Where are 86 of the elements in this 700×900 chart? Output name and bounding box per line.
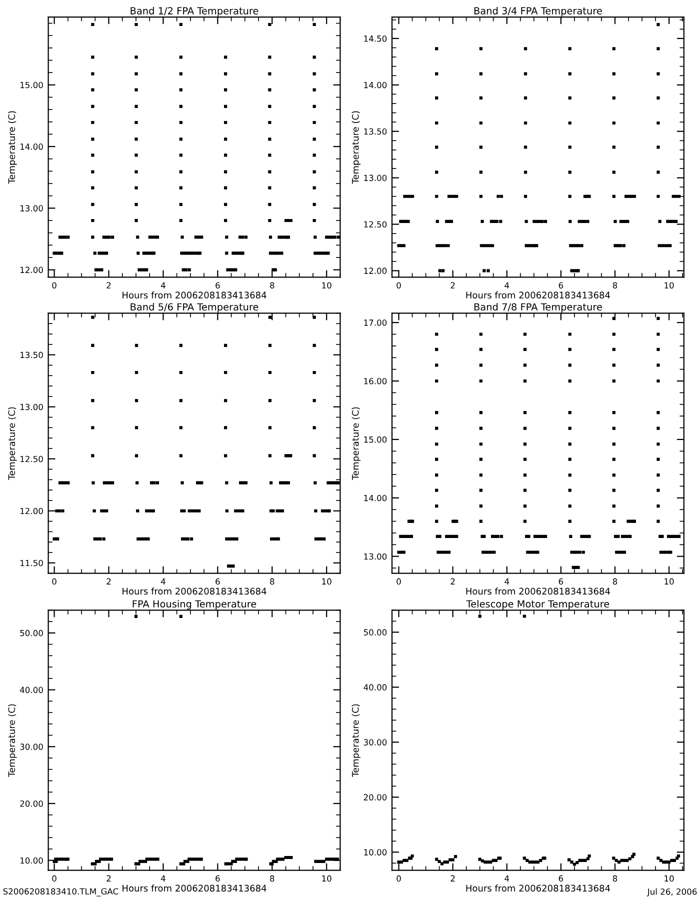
x-tick-label: 2 <box>106 578 111 584</box>
text: Jul 26, 2006 <box>646 888 697 896</box>
x-axis-title: Hours from 2006208183413684 <box>466 884 610 892</box>
chart-title: FPA Housing Temperature <box>132 600 256 610</box>
x-axis-title: Hours from 2006208183413684 <box>466 588 610 595</box>
chart-title: Band 3/4 FPA Temperature <box>474 6 602 16</box>
x-axis-title: Hours from 2006208183413684 <box>466 292 610 299</box>
y-tick-label: 13.00 <box>20 404 43 410</box>
x-tick-label: 4 <box>504 875 510 882</box>
y-tick-label: 14.00 <box>364 494 387 502</box>
y-tick-label: 12.00 <box>20 266 43 274</box>
x-axis-title: Hours from 2006208183413684 <box>122 588 266 595</box>
x-tick-label: 4 <box>160 578 166 584</box>
y-tick-label: 16.00 <box>364 378 387 384</box>
x-tick-label: 4 <box>160 875 166 882</box>
y-tick-label: 50.00 <box>364 629 387 636</box>
x-tick-label: 4 <box>160 282 166 288</box>
x-tick-label: 10 <box>322 578 332 585</box>
x-tick-label: 10 <box>322 282 332 289</box>
x-tick-label: 0 <box>396 282 401 289</box>
x-tick-label: 0 <box>52 875 56 882</box>
x-tick-label: 4 <box>504 578 510 584</box>
y-tick-label: 40.00 <box>20 686 43 694</box>
y-tick-label: 12.00 <box>20 508 43 514</box>
y-tick-label: 13.00 <box>364 174 387 182</box>
x-tick-label: 10 <box>664 875 674 882</box>
x-tick-label: 8 <box>270 578 274 585</box>
y-tick-label: 30.00 <box>364 739 387 746</box>
y-tick-label: 20.00 <box>364 794 387 800</box>
x-axis-title: Hours from 2006208183413684 <box>122 884 266 892</box>
x-tick-label: 10 <box>664 578 674 585</box>
x-tick-label: 10 <box>664 282 674 289</box>
y-axis-title: Temperature (C) <box>8 704 17 777</box>
x-tick-label: 0 <box>52 578 56 585</box>
chart-title: Band 5/6 FPA Temperature <box>130 303 258 312</box>
x-tick-label: 6 <box>216 875 220 882</box>
y-tick-label: 40.00 <box>364 684 387 690</box>
chart-title: Band 7/8 FPA Temperature <box>474 303 602 312</box>
y-tick-label: 10.00 <box>20 857 43 864</box>
y-tick-label: 30.00 <box>20 744 43 750</box>
y-axis-title: Temperature (C) <box>352 407 361 480</box>
x-tick-label: 8 <box>612 875 618 882</box>
x-tick-label: 6 <box>558 578 564 585</box>
chart-title: Telescope Motor Temperature <box>466 600 610 610</box>
x-tick-label: 0 <box>396 875 401 882</box>
chart-title: Band 1/2 FPA Temperature <box>130 6 258 16</box>
y-tick-label: 10.00 <box>364 849 387 856</box>
x-tick-label: 2 <box>106 282 111 288</box>
x-tick-label: 0 <box>52 282 56 289</box>
y-tick-label: 13.00 <box>20 205 43 212</box>
x-tick-label: 2 <box>450 875 455 882</box>
y-tick-label: 20.00 <box>20 800 43 807</box>
x-tick-label: 8 <box>270 875 274 882</box>
y-tick-label: 14.00 <box>20 144 43 150</box>
x-tick-label: 8 <box>612 578 618 585</box>
x-tick-label: 6 <box>216 578 220 585</box>
y-tick-label: 15.00 <box>364 436 387 443</box>
y-tick-label: 12.00 <box>364 268 387 274</box>
y-tick-label: 11.50 <box>20 560 43 566</box>
x-tick-label: 2 <box>450 282 455 288</box>
y-tick-label: 13.50 <box>364 128 387 135</box>
x-tick-label: 4 <box>504 282 510 288</box>
y-tick-label: 12.50 <box>364 221 387 228</box>
y-tick-label: 13.00 <box>364 553 387 560</box>
y-tick-label: 14.50 <box>364 35 387 42</box>
y-tick-label: 50.00 <box>20 630 43 636</box>
x-tick-label: 10 <box>322 875 332 882</box>
x-tick-label: 6 <box>558 282 564 289</box>
y-axis-title: Temperature (C) <box>8 407 17 480</box>
x-tick-label: 6 <box>558 875 564 882</box>
y-axis-title: Temperature (C) <box>352 111 361 184</box>
y-tick-label: 14.00 <box>364 82 387 88</box>
x-tick-label: 6 <box>216 282 220 289</box>
text: S2006208183410.TLM_GAC <box>3 888 118 896</box>
y-axis-title: Temperature (C) <box>352 704 361 777</box>
y-tick-label: 15.00 <box>20 82 43 88</box>
y-tick-label: 13.50 <box>20 352 43 358</box>
x-tick-label: 8 <box>270 282 274 289</box>
y-tick-label: 17.00 <box>364 320 387 326</box>
x-tick-label: 2 <box>450 578 455 584</box>
x-tick-label: 8 <box>612 282 618 289</box>
x-tick-label: 2 <box>106 875 111 882</box>
x-tick-label: 0 <box>396 578 401 585</box>
y-axis-title: Temperature (C) <box>8 111 17 184</box>
x-axis-title: Hours from 2006208183413684 <box>122 292 266 299</box>
y-tick-label: 12.50 <box>20 456 43 462</box>
